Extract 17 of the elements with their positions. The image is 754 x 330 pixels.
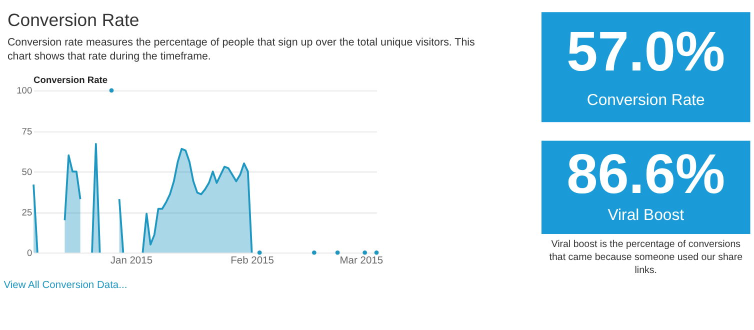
chart-title: Conversion Rate (7, 10, 140, 30)
y-axis-title: Conversion Rate (34, 74, 108, 85)
text: 57.0% (566, 20, 726, 83)
y-tick-label: 75 (22, 126, 32, 136)
x-tick-label: Jan 2015 (110, 255, 153, 266)
text: Viral Boost (608, 207, 685, 224)
text: 86.6% (566, 142, 726, 205)
x-tick-label: Feb 2015 (230, 255, 274, 266)
y-tick-label: 25 (22, 207, 32, 218)
y-tick-label: 100 (16, 86, 32, 96)
text: Conversion Rate (586, 92, 706, 109)
x-tick-label: Mar 2015 (340, 255, 384, 266)
chart-subtitle: Conversion rate measures the percentage of people that sign up over the total unique visitors. This chart shows that rate during the timeframe. (7, 36, 475, 63)
y-tick-label: 50 (22, 166, 32, 177)
y-tick-label: 0 (26, 248, 32, 258)
text: Viral boost is the percentage of conversions that came because someone used our share links. (549, 239, 743, 276)
text: View All Conversion Data... (4, 280, 128, 292)
